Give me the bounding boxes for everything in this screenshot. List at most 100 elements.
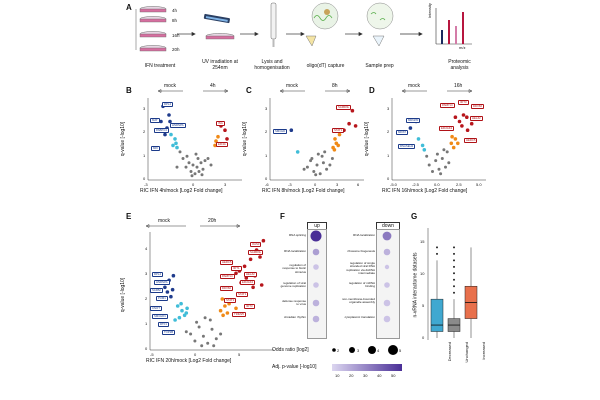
point-grey-7 bbox=[197, 170, 201, 173]
point-grey-12 bbox=[206, 157, 210, 160]
volcano-d-xtick-2: -2.5 bbox=[412, 182, 419, 187]
point-light-blue-3 bbox=[169, 132, 173, 137]
padj-tick-30: 30 bbox=[363, 373, 368, 378]
volcano-c-xtick-2: -3 bbox=[288, 182, 292, 187]
point-grey-18 bbox=[175, 165, 179, 169]
point-light-blue-2 bbox=[416, 137, 421, 141]
enrichment-panel: up down RNA splicing RNA localization re… bbox=[272, 214, 408, 384]
volcano-e-label-2: HNRNPA bbox=[154, 280, 170, 286]
point-grey-2 bbox=[197, 325, 201, 329]
volcano-d-ytick-0: 0 bbox=[387, 176, 390, 181]
volcano-e-ytick-2: 2 bbox=[145, 296, 148, 301]
panel-letter-b: B bbox=[126, 86, 132, 95]
point-dark-blue-4 bbox=[167, 113, 171, 117]
point-red-0 bbox=[261, 238, 266, 243]
point-red-0 bbox=[223, 128, 227, 132]
volcano-d-xlabel: RIC IFN 16h/mock [Log2 Fold change] bbox=[382, 188, 468, 194]
volcano-d-label-2: MKI67 bbox=[396, 130, 409, 136]
point-red-1 bbox=[347, 121, 351, 126]
outlier-unchanged-6 bbox=[453, 252, 455, 255]
point-grey-9 bbox=[328, 163, 332, 167]
volcano-e-ytick-0: 0 bbox=[145, 346, 148, 351]
step-proteomic-analysis: Proteomic analysis bbox=[437, 59, 482, 71]
volcano-d-label-1: MRGPR bbox=[406, 118, 421, 124]
point-red-5 bbox=[258, 255, 262, 259]
panel-letter-e: E bbox=[126, 212, 132, 221]
point-red-6 bbox=[460, 124, 464, 128]
panel-letter-c: C bbox=[246, 86, 252, 95]
point-light-blue-0 bbox=[180, 308, 184, 313]
workflow-diagram bbox=[135, 2, 472, 52]
point-light-blue-2 bbox=[175, 145, 179, 150]
volcano-e-xtick-3: 5 bbox=[238, 352, 241, 357]
volcano-c-xlabel: RIC IFN 8h/mock [Log2 Fold change] bbox=[262, 188, 345, 194]
point-grey-12 bbox=[314, 173, 318, 177]
point-red-2 bbox=[353, 124, 358, 128]
point-dark-blue-5 bbox=[170, 287, 175, 292]
point-red-2 bbox=[465, 115, 469, 119]
volcano-e-ytick-3: 3 bbox=[145, 271, 148, 276]
point-grey-3 bbox=[437, 167, 441, 171]
point-grey-10 bbox=[425, 154, 429, 158]
volcano-d-label-9: HERC5 bbox=[464, 138, 478, 144]
point-grey-4 bbox=[191, 163, 195, 167]
up-term-4: regulation of viral genome replication bbox=[280, 281, 306, 289]
volcano-c-ytick-2: 2 bbox=[265, 129, 268, 134]
point-grey-8 bbox=[199, 161, 203, 165]
step-proteomic-line2: analysis bbox=[450, 65, 469, 71]
volcano-b-ytick-3: 3 bbox=[143, 106, 146, 111]
volcano-b-ylabel: q-value [-log10] bbox=[120, 121, 127, 157]
point-grey-2 bbox=[312, 170, 316, 173]
volcano-e-label-5: CNOT bbox=[150, 306, 162, 312]
down-term-6: cytoplasmic translation bbox=[344, 315, 375, 319]
volcano-e-ytick-1: 1 bbox=[145, 321, 148, 326]
padj-tick-10: 10 bbox=[335, 373, 340, 378]
volcano-d-label-3: RNASEH2 bbox=[398, 144, 416, 150]
step-sample-prep: Sample prep bbox=[365, 63, 394, 69]
volcano-b-label-7: EIF4A bbox=[216, 142, 228, 148]
odds-legend-5: 5 bbox=[399, 348, 402, 353]
volcano-panel-e: mock 20h -5 0 5 0 1 2 3 4 q-value [-log1… bbox=[120, 214, 278, 364]
panel-letter-g: G bbox=[411, 212, 418, 221]
point-grey-13 bbox=[212, 344, 216, 348]
up-term-2: RNA localization bbox=[284, 249, 306, 253]
point-grey-10 bbox=[219, 332, 223, 336]
point-grey-10 bbox=[302, 167, 306, 171]
volcano-b-label-2: HNRNPA bbox=[170, 123, 186, 129]
point-light-blue-4 bbox=[174, 141, 178, 146]
volcano-b-label-3: PABPC4 bbox=[154, 128, 169, 134]
panel-letter-d: D bbox=[369, 86, 375, 95]
point-orange-1 bbox=[216, 134, 220, 139]
point-grey-3 bbox=[189, 170, 193, 173]
point-orange-3 bbox=[336, 143, 340, 148]
enrichment-dot-down-5 bbox=[383, 299, 391, 307]
down-term-3: regulation of single stranded viral RNA … bbox=[346, 261, 375, 276]
volcano-b-points bbox=[159, 104, 229, 178]
volcano-c-label-2: SAMD9L bbox=[336, 105, 352, 111]
volcano-e-label-20: TRIM25 bbox=[232, 312, 246, 318]
point-orange-5 bbox=[337, 132, 342, 137]
step-proteomic-line1: Proteomic bbox=[448, 59, 471, 65]
volcano-b-ytick-1: 1 bbox=[143, 153, 146, 158]
point-grey-6 bbox=[447, 161, 451, 165]
odds-legend-dots bbox=[332, 345, 398, 355]
point-grey-12 bbox=[200, 344, 204, 348]
volcano-e-ytick-4: 4 bbox=[145, 246, 148, 251]
volcano-d-xtick-1: -5.0 bbox=[390, 182, 397, 187]
volcano-d-label-8: EIF2AK2 bbox=[439, 126, 455, 132]
down-term-4: regulation of mRNA binding bbox=[348, 281, 375, 289]
padj-tick-50: 50 bbox=[391, 373, 396, 378]
point-grey-5 bbox=[193, 172, 197, 176]
outlier-unchanged-4 bbox=[453, 265, 455, 268]
enrichment-dot-up-2 bbox=[312, 248, 320, 256]
volcano-c-time-label: 8h bbox=[332, 83, 338, 89]
point-grey-4 bbox=[206, 341, 210, 345]
point-orange-1 bbox=[453, 137, 458, 141]
point-grey-0 bbox=[181, 157, 185, 160]
enrichment-dot-down-6 bbox=[383, 315, 391, 323]
point-grey-11 bbox=[316, 152, 320, 156]
point-light-blue-2 bbox=[175, 304, 180, 308]
odds-legend-2: 2 bbox=[337, 348, 340, 353]
outlier-unchanged-3 bbox=[453, 272, 455, 275]
enrichment-dot-up-1 bbox=[310, 230, 322, 242]
